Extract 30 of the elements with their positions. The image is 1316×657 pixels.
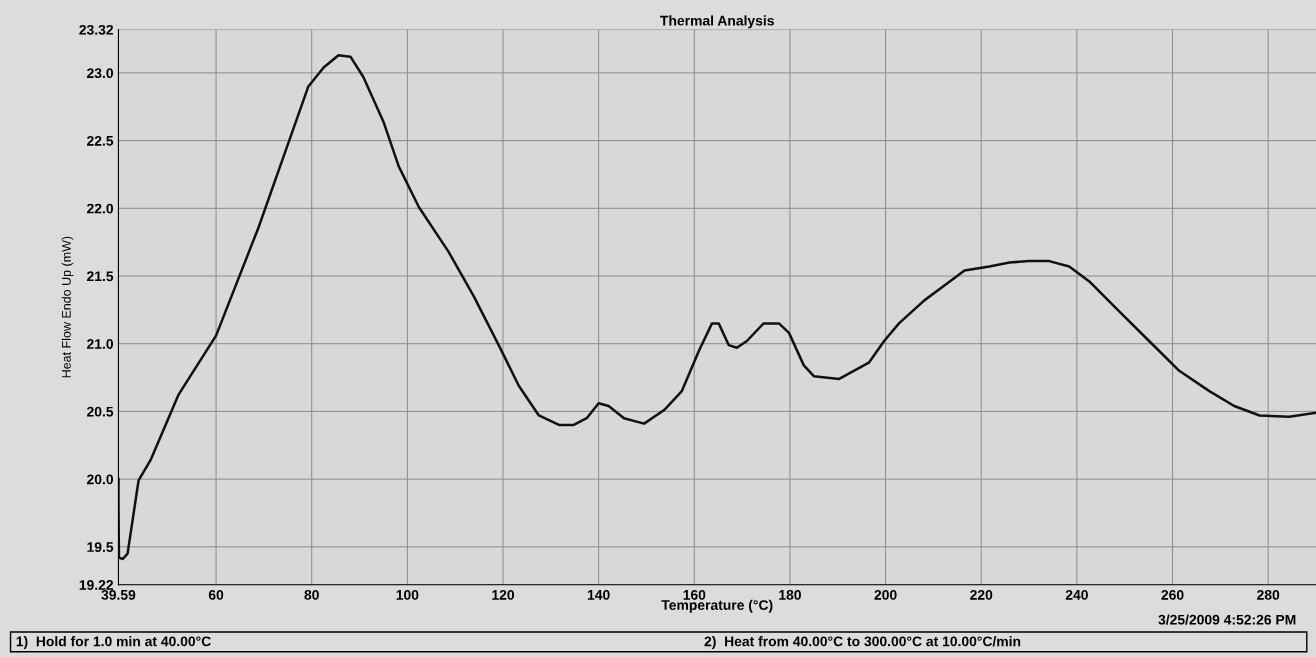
x-tick-label: 80	[304, 589, 319, 600]
x-tick-label: 100	[396, 589, 419, 600]
line-series	[118, 54, 1316, 561]
text: 3/25/2009 4:52:26 PM	[1158, 614, 1296, 625]
y-tick-label: 20.0	[87, 474, 114, 485]
x-tick-label: 60	[208, 589, 224, 600]
x-tick-label: 120	[492, 589, 515, 600]
x-tick-label: 160	[683, 589, 706, 600]
text: 1) Hold for 1.0 min at 40.00°C	[16, 636, 211, 650]
y-tick-label: 23.32	[79, 24, 114, 35]
x-tick-label: 39.59	[101, 589, 136, 600]
x-tick-label: 240	[1065, 589, 1088, 600]
x-tick-label: 260	[1161, 589, 1184, 600]
x-tick-label: 280	[1257, 589, 1280, 600]
text: 2) Heat from 40.00°C to 300.00°C at 10.00°C/min	[704, 636, 1021, 650]
y-tick-label: 19.5	[87, 542, 114, 552]
y-tick-label: 20.5	[87, 406, 114, 417]
chart-title: Thermal Analysis	[660, 15, 774, 29]
x-tick-label: 180	[779, 589, 801, 600]
y-tick-label: 22.0	[87, 203, 114, 214]
y-axis-title: Heat Flow Endo Up (mW)	[61, 236, 74, 378]
x-tick-label: 200	[874, 589, 897, 600]
y-tick-label: 19.22	[79, 580, 114, 590]
y-tick-label: 21.0	[87, 339, 114, 349]
y-tick-label: 22.5	[87, 135, 114, 146]
y-tick-label: 23.0	[87, 68, 114, 79]
x-tick-label: 220	[970, 589, 993, 600]
x-axis-title: Temperature (°C)	[661, 599, 773, 613]
x-tick-label: 140	[587, 589, 610, 600]
y-tick-label: 21.5	[87, 271, 114, 282]
